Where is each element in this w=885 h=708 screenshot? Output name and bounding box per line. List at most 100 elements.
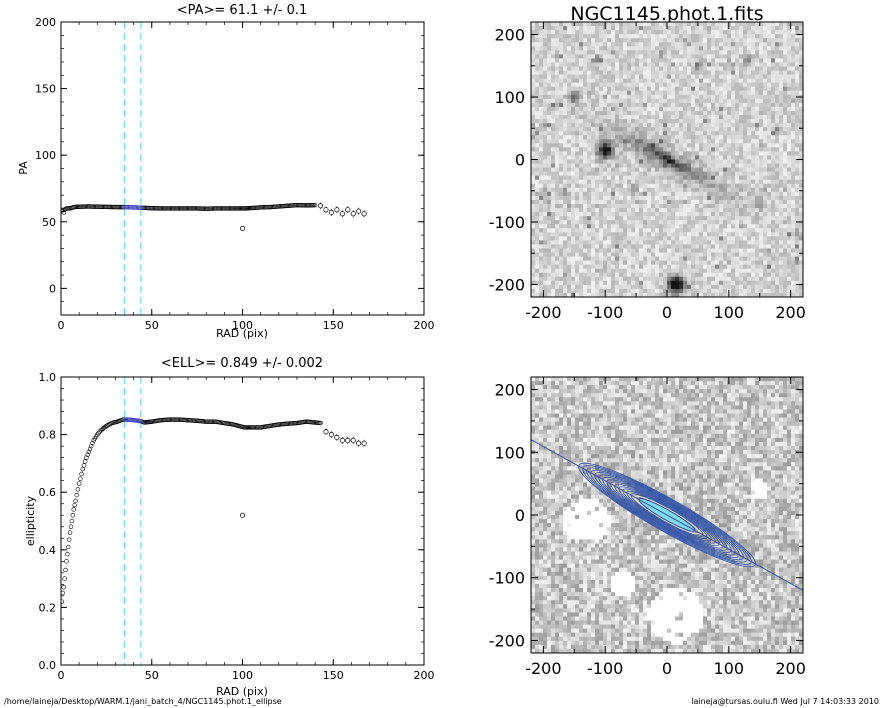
image-pixel bbox=[747, 74, 752, 80]
image-pixel bbox=[551, 244, 556, 249]
pa-vlines bbox=[123, 22, 142, 315]
image-pixel bbox=[699, 228, 704, 233]
image-pixel bbox=[799, 280, 804, 286]
image-pixel bbox=[699, 98, 704, 104]
image-pixel bbox=[643, 98, 648, 104]
image-pixel bbox=[747, 22, 752, 27]
image-pixel bbox=[683, 94, 688, 100]
image-pixel bbox=[727, 90, 732, 96]
image-pixel bbox=[567, 123, 572, 128]
pa-point bbox=[182, 206, 187, 211]
image-pixel bbox=[531, 191, 536, 197]
image-pixel bbox=[591, 86, 596, 92]
image-pixel bbox=[795, 119, 800, 124]
image-pixel bbox=[787, 78, 792, 84]
image-pixel bbox=[627, 50, 632, 55]
image-pixel bbox=[799, 191, 804, 197]
image-pixel bbox=[675, 256, 680, 262]
image-pixel bbox=[563, 179, 568, 185]
image-pixel bbox=[563, 208, 568, 213]
image-pixel bbox=[659, 151, 664, 156]
image-pixel bbox=[791, 163, 796, 169]
image-pixel bbox=[739, 143, 744, 148]
image-pixel bbox=[639, 216, 644, 221]
image-pixel bbox=[755, 183, 760, 189]
image-pixel bbox=[771, 115, 776, 120]
image-pixel bbox=[783, 183, 788, 189]
image-pixel bbox=[715, 102, 720, 108]
image-pixel bbox=[743, 163, 748, 169]
image-pixel bbox=[531, 70, 536, 76]
image-pixel bbox=[603, 74, 608, 80]
image-pixel bbox=[591, 30, 596, 35]
image-pixel bbox=[635, 139, 640, 144]
image-pixel bbox=[751, 74, 756, 80]
image-pixel bbox=[783, 280, 788, 286]
image-pixel bbox=[551, 260, 556, 266]
ell-plot: <ELL>= 0.849 +/- 0.002 0 50 100 150 2000.00.… bbox=[24, 356, 435, 698]
image-pixel bbox=[659, 155, 664, 160]
image-pixel bbox=[535, 268, 540, 274]
image-pixel bbox=[591, 171, 596, 177]
image-pixel bbox=[779, 228, 784, 233]
image-pixel bbox=[571, 143, 576, 148]
image-pixel bbox=[775, 167, 780, 173]
image-pixel bbox=[731, 30, 736, 35]
ell-point bbox=[62, 576, 67, 581]
image-pixel bbox=[703, 248, 708, 254]
image-pixel bbox=[691, 62, 696, 67]
image-pixel bbox=[779, 264, 784, 270]
image-pixel bbox=[671, 276, 676, 282]
image-pixel bbox=[547, 264, 552, 270]
image-pixel bbox=[747, 34, 752, 39]
image-pixel bbox=[563, 252, 568, 258]
image-pixel bbox=[575, 58, 580, 63]
image-pixel bbox=[595, 42, 600, 47]
image-pixel bbox=[595, 240, 600, 245]
image-pixel bbox=[595, 216, 600, 221]
image-pixel bbox=[703, 106, 708, 112]
image-pixel bbox=[583, 187, 588, 193]
image-pixel bbox=[531, 54, 536, 59]
image-pixel bbox=[731, 236, 736, 241]
image-pixel bbox=[655, 74, 660, 80]
image-pixel bbox=[699, 240, 704, 245]
image-pixel bbox=[747, 183, 752, 189]
image-pixel bbox=[571, 82, 576, 88]
image-pixel bbox=[643, 232, 648, 237]
image-pixel bbox=[535, 135, 540, 140]
image-pixel bbox=[651, 191, 656, 197]
image-pixel bbox=[707, 248, 712, 254]
pa-point bbox=[334, 207, 340, 213]
image-pixel bbox=[587, 106, 592, 112]
image-pixel bbox=[555, 248, 560, 254]
image-pixel bbox=[651, 131, 656, 136]
image-pixel bbox=[735, 260, 740, 266]
image-pixel bbox=[551, 62, 556, 67]
image-pixel bbox=[751, 26, 756, 31]
image-pixel bbox=[599, 54, 604, 59]
image-pixel bbox=[719, 66, 724, 72]
image-pixel bbox=[671, 119, 676, 124]
image-pixel bbox=[763, 248, 768, 254]
image-pixel bbox=[711, 74, 716, 80]
image-pixel bbox=[607, 272, 612, 278]
image-pixel bbox=[679, 90, 684, 96]
image-pixel bbox=[583, 106, 588, 112]
image-pixel bbox=[667, 208, 672, 213]
pa-plot-frame bbox=[60, 21, 425, 316]
image-pixel bbox=[651, 98, 656, 104]
image-pixel bbox=[759, 119, 764, 124]
image-pixel bbox=[559, 82, 564, 88]
image-pixel bbox=[763, 260, 768, 266]
image-pixel bbox=[739, 244, 744, 249]
image-pixel bbox=[643, 54, 648, 59]
image-pixel bbox=[623, 34, 628, 39]
image-pixel bbox=[791, 98, 796, 104]
ell-point bbox=[173, 417, 178, 422]
ell-point bbox=[208, 419, 213, 424]
image-pixel bbox=[663, 195, 668, 201]
image-pixel bbox=[623, 119, 628, 124]
image-pixel bbox=[607, 195, 612, 201]
image-pixel bbox=[739, 46, 744, 51]
